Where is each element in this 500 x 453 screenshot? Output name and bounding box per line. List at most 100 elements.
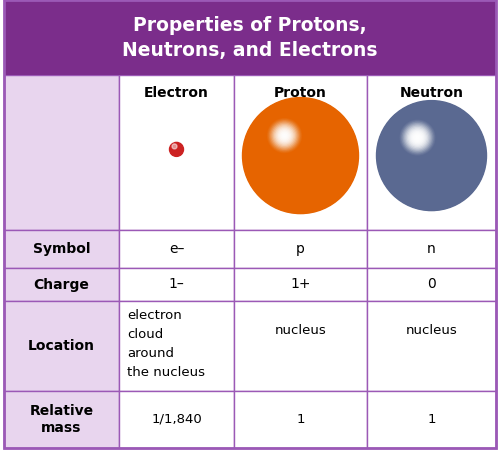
Circle shape bbox=[289, 144, 312, 167]
Circle shape bbox=[410, 134, 453, 177]
Circle shape bbox=[262, 117, 338, 194]
Circle shape bbox=[242, 97, 358, 214]
Circle shape bbox=[378, 103, 484, 208]
Circle shape bbox=[270, 125, 332, 187]
Circle shape bbox=[380, 104, 483, 207]
Circle shape bbox=[244, 99, 357, 212]
Circle shape bbox=[412, 136, 451, 175]
Circle shape bbox=[278, 133, 324, 178]
Circle shape bbox=[404, 129, 458, 183]
Circle shape bbox=[254, 109, 347, 202]
Circle shape bbox=[415, 139, 448, 172]
Text: 1: 1 bbox=[296, 413, 305, 426]
Circle shape bbox=[384, 107, 480, 204]
Circle shape bbox=[288, 142, 314, 169]
Circle shape bbox=[404, 124, 431, 151]
Bar bbox=[119, 391, 234, 448]
Circle shape bbox=[418, 142, 446, 169]
Circle shape bbox=[277, 132, 324, 179]
Bar bbox=[119, 230, 234, 268]
Circle shape bbox=[298, 153, 304, 159]
Circle shape bbox=[410, 135, 453, 177]
Circle shape bbox=[243, 98, 358, 213]
Circle shape bbox=[290, 145, 312, 167]
Circle shape bbox=[250, 105, 351, 206]
Circle shape bbox=[266, 121, 335, 190]
Bar bbox=[234, 391, 367, 448]
Circle shape bbox=[276, 130, 326, 181]
Circle shape bbox=[255, 110, 346, 201]
Circle shape bbox=[393, 117, 470, 194]
Text: Location: Location bbox=[28, 339, 95, 353]
Circle shape bbox=[261, 116, 340, 195]
Circle shape bbox=[431, 155, 432, 156]
Circle shape bbox=[263, 118, 338, 193]
Bar bbox=[119, 268, 234, 301]
Circle shape bbox=[418, 142, 444, 169]
Circle shape bbox=[426, 151, 436, 160]
Circle shape bbox=[276, 126, 293, 145]
Circle shape bbox=[410, 130, 426, 145]
Circle shape bbox=[390, 115, 472, 197]
Circle shape bbox=[411, 131, 424, 144]
Circle shape bbox=[377, 101, 486, 210]
Bar bbox=[234, 268, 367, 301]
Bar bbox=[4, 75, 119, 230]
Circle shape bbox=[257, 112, 344, 199]
Circle shape bbox=[415, 135, 420, 140]
Bar bbox=[234, 230, 367, 268]
Circle shape bbox=[292, 148, 308, 164]
Circle shape bbox=[424, 148, 439, 163]
Circle shape bbox=[170, 142, 183, 156]
Circle shape bbox=[412, 135, 452, 176]
Circle shape bbox=[260, 115, 342, 197]
Circle shape bbox=[380, 105, 482, 207]
Circle shape bbox=[276, 131, 324, 180]
Circle shape bbox=[258, 114, 342, 198]
Circle shape bbox=[392, 116, 470, 195]
Bar bbox=[119, 75, 234, 230]
Circle shape bbox=[299, 154, 302, 157]
Circle shape bbox=[254, 109, 348, 202]
Circle shape bbox=[388, 112, 474, 199]
Bar bbox=[4, 230, 119, 268]
Circle shape bbox=[252, 107, 349, 204]
Circle shape bbox=[422, 147, 440, 164]
Circle shape bbox=[272, 128, 328, 183]
Circle shape bbox=[270, 125, 330, 186]
Circle shape bbox=[266, 120, 336, 191]
Circle shape bbox=[291, 146, 310, 165]
Text: 0: 0 bbox=[427, 278, 436, 291]
Circle shape bbox=[403, 127, 460, 184]
Circle shape bbox=[260, 115, 341, 196]
Circle shape bbox=[414, 138, 450, 173]
Circle shape bbox=[256, 111, 344, 200]
Circle shape bbox=[406, 125, 429, 149]
Bar bbox=[119, 301, 234, 391]
Bar bbox=[4, 0, 496, 75]
Circle shape bbox=[384, 108, 479, 203]
Circle shape bbox=[426, 150, 437, 161]
Circle shape bbox=[286, 142, 314, 169]
Circle shape bbox=[297, 152, 304, 159]
Circle shape bbox=[423, 147, 440, 164]
Circle shape bbox=[244, 100, 356, 212]
Text: Symbol: Symbol bbox=[33, 242, 90, 256]
Text: 1–: 1– bbox=[168, 278, 184, 291]
Circle shape bbox=[383, 107, 480, 204]
Circle shape bbox=[421, 145, 442, 166]
Circle shape bbox=[300, 155, 301, 156]
Circle shape bbox=[285, 140, 316, 171]
Bar bbox=[367, 230, 496, 268]
Circle shape bbox=[276, 128, 292, 144]
Text: nucleus: nucleus bbox=[406, 324, 458, 337]
Circle shape bbox=[406, 130, 458, 181]
Circle shape bbox=[282, 133, 287, 138]
Circle shape bbox=[430, 154, 433, 157]
Circle shape bbox=[296, 151, 305, 160]
Circle shape bbox=[408, 128, 427, 147]
Text: 1: 1 bbox=[427, 413, 436, 426]
Circle shape bbox=[412, 132, 423, 143]
Circle shape bbox=[269, 124, 332, 187]
Circle shape bbox=[402, 126, 460, 185]
